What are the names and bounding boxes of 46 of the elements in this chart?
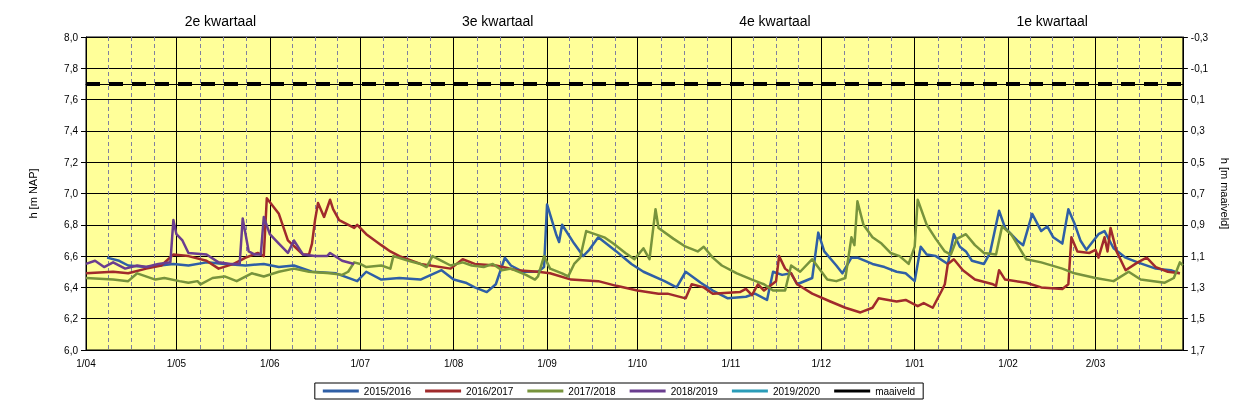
x-tick-label: 1/11: [721, 357, 741, 369]
y-tick-label: 6,6: [64, 250, 79, 262]
y-tick-label: 7,0: [64, 188, 79, 199]
legend-label: maaiveld: [875, 385, 916, 397]
y-tick-label: 7,2: [64, 156, 79, 168]
text: 4e kwartaal: [739, 13, 811, 29]
y-axis-title: h [m NAP]: [26, 168, 39, 219]
text: 3e kwartaal: [461, 13, 534, 29]
y-tick-label: 6,4: [64, 281, 79, 293]
y2-tick-label: 1,5: [1190, 313, 1206, 325]
x-tick-label: 1/01: [904, 357, 925, 369]
y2-axis-title: h [m maaiveld]: [1218, 157, 1231, 230]
y-tick-label: 7,4: [64, 125, 79, 137]
x-tick-label: 1/08: [443, 357, 464, 369]
x-tick-label: 1/09: [537, 357, 558, 369]
legend-label: 2018/2019: [670, 385, 719, 397]
legend-label: 2019/2020: [772, 385, 821, 397]
x-tick-label: 2/03: [1085, 357, 1106, 369]
y2-tick-label: 0,7: [1190, 188, 1206, 199]
legend-label: 2016/2017: [466, 385, 514, 397]
y2-tick-label: 1,1: [1190, 250, 1206, 262]
text: 2e kwartaal: [184, 13, 257, 29]
text: 1e kwartaal: [1016, 13, 1088, 29]
x-tick-label: 1/06: [260, 357, 280, 369]
y-tick-label: 6,0: [64, 344, 79, 356]
y-tick-label: 8,0: [64, 31, 79, 43]
y2-tick-label: 0,9: [1190, 219, 1206, 231]
x-tick-label: 1/02: [998, 357, 1019, 369]
x-tick-label: 1/10: [627, 357, 648, 369]
x-tick-label: 1/04: [76, 357, 97, 369]
y2-tick-label: 0,3: [1190, 125, 1206, 137]
y-tick-label: 6,2: [64, 313, 79, 325]
y2-tick-label: 1,7: [1190, 344, 1206, 356]
y2-tick-label: 1,3: [1190, 281, 1206, 293]
y-tick-label: 7,6: [64, 94, 79, 106]
legend-label: 2015/2016: [363, 385, 412, 397]
x-tick-label: 1/12: [811, 357, 832, 369]
y2-tick-label: -0,1: [1190, 62, 1209, 74]
y-tick-label: 7,8: [64, 62, 79, 74]
y-tick-label: 6,8: [64, 219, 79, 231]
y2-tick-label: -0,3: [1190, 31, 1209, 43]
x-tick-label: 1/05: [166, 357, 187, 369]
y2-tick-label: 0,5: [1190, 156, 1206, 168]
y2-tick-label: 0,1: [1190, 94, 1206, 106]
legend-label: 2017/2018: [568, 385, 617, 397]
x-tick-label: 1/07: [350, 357, 371, 369]
